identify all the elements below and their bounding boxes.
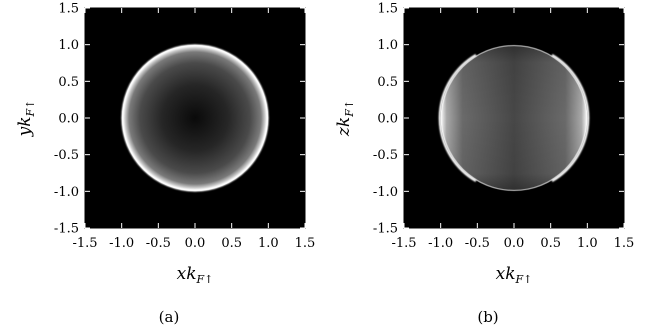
x-tick-label-b-5: 1.0 — [577, 236, 598, 251]
y-tick-label-b-3: 0.0 — [377, 112, 398, 127]
x-tick-label-a-4: 0.5 — [221, 236, 242, 251]
y-axis-label-a: ykF↑ — [15, 100, 37, 138]
y-tick-label-a-0: -1.5 — [54, 222, 79, 237]
panel-a: -1.5-1.5 -1.0 -1.0 -0.5 -0.5 0.0 0.0 0.5 0.5 1.0 1… — [15, 2, 315, 327]
y-tick-label-b-1: -1.0 — [373, 185, 398, 200]
x-tick-label-a-0: -1.5 — [72, 236, 97, 251]
fermi-rim-b — [441, 44, 588, 192]
y-tick-label-a-4: 0.5 — [58, 75, 79, 90]
y-tick-label-a-1: -1.0 — [54, 185, 79, 200]
ticks-b: -1.5-1.5 -1.0 -1.0 -0.5 -0.5 0.0 0.0 0.5 0.5 1.0 1… — [373, 2, 634, 252]
fermi-rim-b-left — [438, 53, 477, 183]
svg-text:zkF↑: zkF↑ — [334, 100, 356, 137]
x-tick-label-b-6: 1.5 — [614, 236, 635, 251]
fermi-disk-a — [121, 44, 269, 192]
y-tick-label-b-0: -1.5 — [373, 222, 398, 237]
x-tick-label-b-1: -1.0 — [428, 236, 453, 251]
fermi-rim-b-right — [551, 53, 590, 183]
x-tick-label-b-0: -1.5 — [391, 236, 416, 251]
panel-caption-a: (a) — [159, 308, 180, 326]
y-tick-label-a-2: -0.5 — [54, 148, 79, 163]
y-tick-label-b-5: 1.0 — [377, 38, 398, 53]
y-tick-label-b-4: 0.5 — [377, 75, 398, 90]
x-axis-label-a: xkF↑ — [177, 264, 214, 286]
y-tick-label-a-6: 1.5 — [58, 2, 79, 17]
x-axis-label-b: xkF↑ — [496, 264, 533, 286]
x-tick-label-b-2: -0.5 — [465, 236, 490, 251]
panel-b: -1.5-1.5 -1.0 -1.0 -0.5 -0.5 0.0 0.0 0.5 0.5 1.0 1… — [334, 2, 634, 327]
x-tick-label-a-2: -0.5 — [146, 236, 171, 251]
y-tick-label-a-5: 1.0 — [58, 38, 79, 53]
x-tick-label-b-3: 0.0 — [504, 236, 525, 251]
y-axis-label-b: zkF↑ — [334, 100, 356, 137]
fermi-rim-a — [121, 44, 269, 192]
y-tick-label-b-6: 1.5 — [377, 2, 398, 17]
x-tick-label-a-5: 1.0 — [258, 236, 279, 251]
ticks-a: -1.5-1.5 -1.0 -1.0 -0.5 -0.5 0.0 0.0 0.5 0.5 1.0 1… — [54, 2, 315, 252]
fermi-disk-b-shade — [440, 44, 588, 192]
x-tick-label-a-3: 0.0 — [185, 236, 206, 251]
y-tick-label-b-2: -0.5 — [373, 148, 398, 163]
x-tick-label-b-4: 0.5 — [540, 236, 561, 251]
svg-text:ykF↑: ykF↑ — [15, 100, 37, 138]
x-tick-label-a-6: 1.5 — [295, 236, 316, 251]
panel-caption-b: (b) — [477, 308, 498, 326]
y-tick-label-a-3: 0.0 — [58, 112, 79, 127]
x-tick-label-a-1: -1.0 — [109, 236, 134, 251]
